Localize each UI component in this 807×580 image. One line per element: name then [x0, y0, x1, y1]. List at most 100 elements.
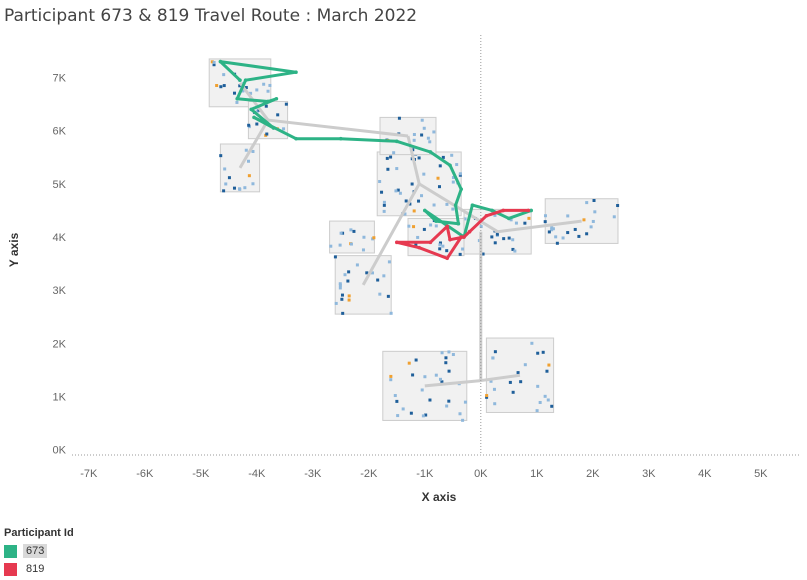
map-building: [451, 176, 455, 180]
map-road: [424, 379, 481, 388]
map-building: [349, 242, 353, 246]
map-building: [212, 60, 216, 64]
map-building: [409, 411, 413, 415]
map-building: [378, 180, 382, 184]
y-tick-label: 4K: [53, 232, 67, 244]
map-building: [407, 224, 411, 228]
route-point-819: [467, 229, 472, 234]
map-building: [265, 132, 269, 136]
map-building: [389, 311, 393, 315]
x-tick-label: -7K: [80, 468, 98, 480]
map-building: [398, 191, 402, 195]
map-building: [396, 414, 400, 418]
map-building: [241, 89, 245, 93]
route-chart[interactable]: -7K -6K -5K -4K -3K -2K -1K 0K 1K 2K 3K 4K 5K 0K 1K 2K…: [0, 0, 807, 520]
legend-item-673[interactable]: 673: [4, 542, 74, 560]
x-tick-label: 4K: [698, 468, 712, 480]
map-building: [352, 229, 356, 233]
map-building: [440, 351, 444, 355]
route-point-673: [235, 96, 239, 101]
map-building: [616, 204, 620, 208]
map-building: [416, 235, 420, 239]
route-point-673: [294, 70, 298, 75]
map-building: [445, 202, 449, 206]
map-building: [541, 350, 545, 354]
map-building: [511, 238, 515, 242]
map-building: [382, 209, 386, 213]
map-building: [445, 404, 449, 408]
map-building: [423, 375, 427, 379]
route-point-819: [395, 240, 399, 245]
map-building: [376, 278, 380, 282]
legend-label-673: 673: [23, 544, 48, 558]
y-tick-label: 6K: [53, 126, 67, 138]
map-building: [438, 241, 442, 245]
route-point-673: [448, 163, 452, 168]
map-building: [397, 116, 401, 120]
map-building: [401, 407, 405, 411]
map-building: [493, 402, 497, 406]
map-building: [481, 252, 485, 256]
map-building: [389, 155, 393, 159]
map-building: [222, 73, 226, 77]
map-building: [458, 172, 462, 176]
map-building: [338, 243, 342, 247]
map-building: [244, 148, 248, 152]
map-building: [251, 149, 255, 153]
map-building: [447, 399, 451, 403]
map-building: [411, 373, 415, 377]
x-tick-label: 1K: [530, 468, 544, 480]
map-building: [511, 247, 515, 251]
map-building: [536, 384, 540, 388]
x-tick-label: 5K: [754, 468, 768, 480]
route-point-673: [271, 126, 276, 130]
map-building: [215, 84, 219, 88]
map-building: [212, 63, 216, 67]
map-building: [451, 353, 455, 357]
map-building: [389, 378, 393, 382]
route-point-673: [507, 216, 511, 221]
map-building: [347, 270, 351, 274]
map-building: [235, 100, 239, 104]
route-point-819: [445, 224, 450, 229]
map-building: [410, 182, 414, 186]
route-point-673: [423, 208, 427, 213]
map-building: [593, 210, 597, 214]
map-building: [437, 185, 441, 189]
map-building: [389, 374, 393, 378]
y-tick-label: 5K: [53, 179, 67, 191]
map-building: [511, 390, 515, 394]
y-tick-label: 1K: [53, 392, 67, 404]
map-building: [421, 414, 425, 418]
map-building: [555, 241, 559, 245]
map-building: [447, 369, 451, 373]
map-building: [463, 400, 467, 404]
map-building: [349, 228, 353, 232]
map-building: [247, 159, 251, 163]
map-building: [527, 216, 531, 220]
map-building: [458, 252, 462, 256]
map-building: [338, 286, 342, 290]
map-building: [547, 230, 551, 234]
x-axis-title: X axis: [422, 490, 457, 504]
map-building: [361, 248, 365, 252]
map-building: [210, 60, 214, 64]
map-building: [385, 156, 389, 160]
map-building: [403, 212, 407, 216]
map-building: [393, 394, 397, 398]
map-building: [438, 377, 442, 381]
map-building: [523, 363, 527, 367]
map-building: [461, 418, 465, 422]
map-building: [434, 224, 438, 228]
route-point-673: [428, 150, 433, 154]
x-tick-label: -2K: [360, 468, 378, 480]
map-building: [372, 236, 376, 240]
map-building: [386, 294, 390, 298]
map-building: [407, 361, 411, 365]
map-building: [543, 394, 547, 398]
map-building: [247, 174, 251, 178]
map-building: [396, 188, 400, 192]
legend-item-819[interactable]: 819: [4, 560, 74, 578]
map-building: [545, 369, 549, 373]
map-building: [382, 203, 386, 207]
